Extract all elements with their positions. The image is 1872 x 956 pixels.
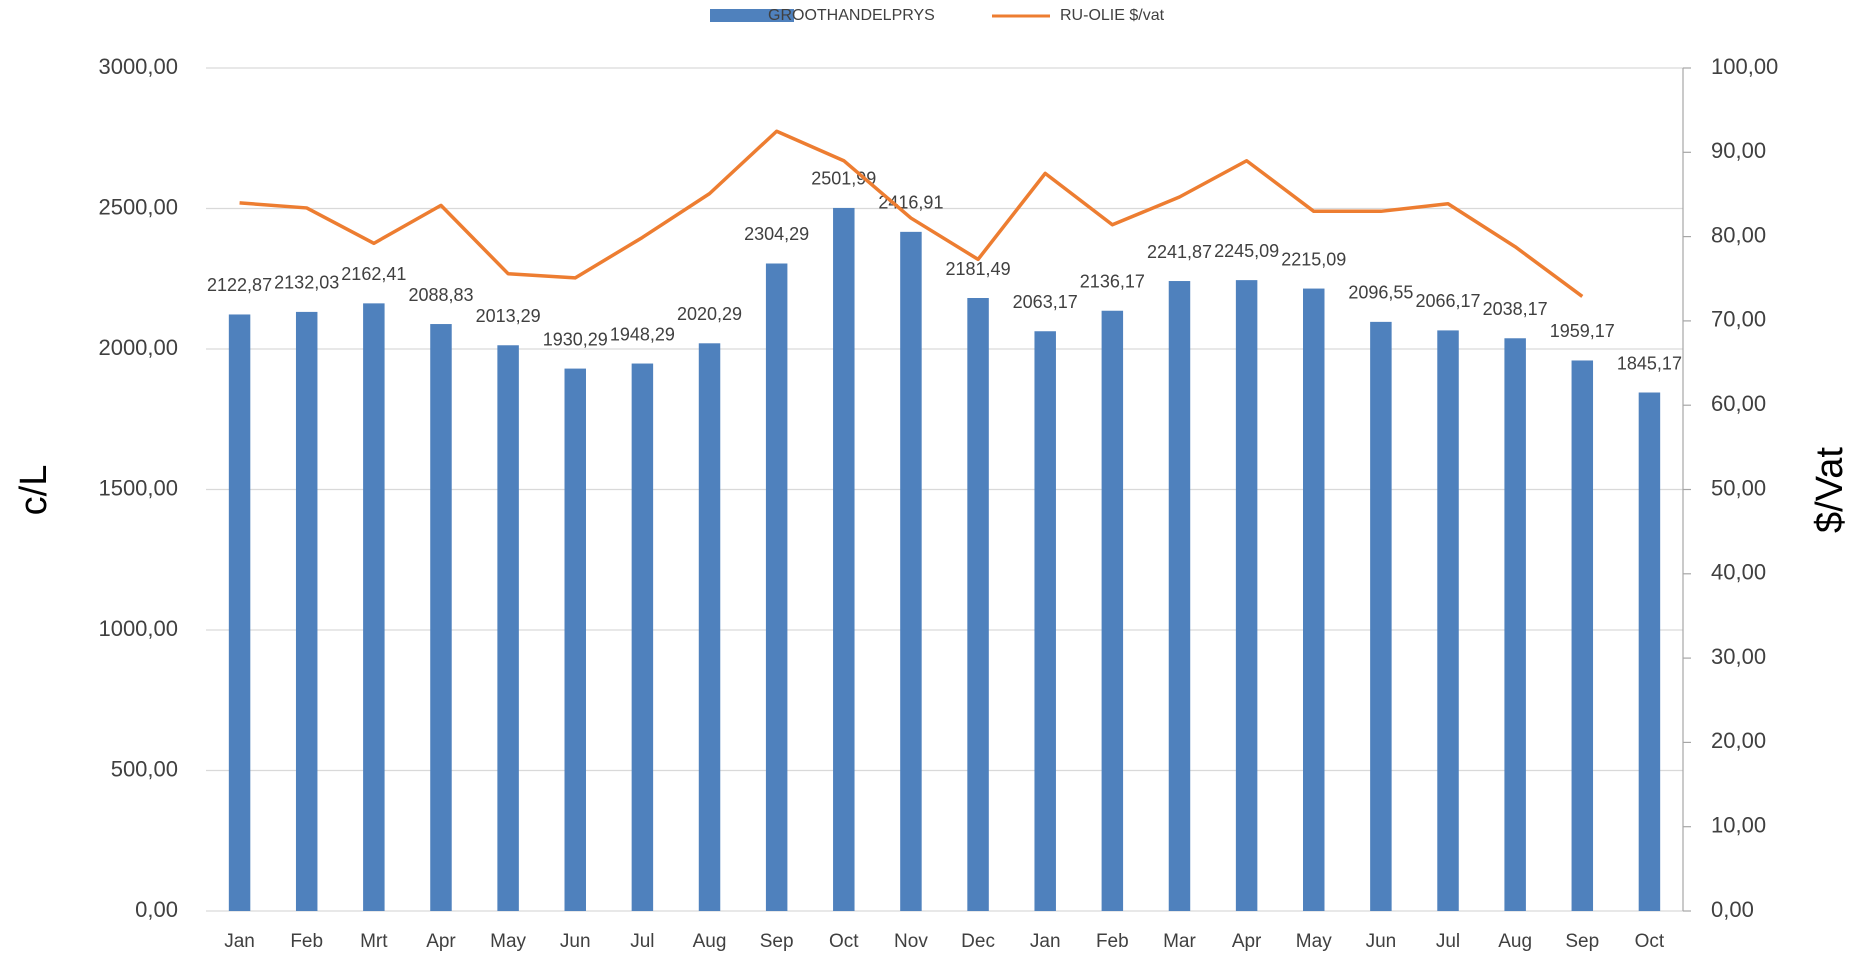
- data-label: 1930,29: [543, 329, 608, 349]
- bar: [1437, 330, 1459, 911]
- x-tick-label: Jul: [630, 931, 654, 952]
- x-tick-label: Jun: [1366, 931, 1397, 952]
- y-axis-title: c/L: [13, 465, 55, 516]
- y-tick-label: 2000,00: [98, 335, 178, 360]
- x-tick-label: Aug: [693, 931, 727, 952]
- data-label: 2063,17: [1013, 292, 1078, 312]
- data-label: 2162,41: [341, 264, 406, 284]
- y2-tick-label: 90,00: [1711, 138, 1766, 163]
- line: [239, 129, 1584, 298]
- y-tick-label: 500,00: [111, 756, 178, 781]
- data-label: 2416,91: [878, 193, 943, 213]
- x-tick-label: May: [490, 931, 526, 952]
- data-label: 1845,17: [1617, 353, 1682, 373]
- bar: [295, 311, 318, 912]
- bar: [497, 345, 519, 911]
- bar: [1370, 321, 1392, 911]
- x-tick-label: May: [1296, 931, 1332, 952]
- bar: [228, 314, 251, 912]
- data-label: 2122,87: [207, 275, 272, 295]
- data-label: 2088,83: [408, 285, 473, 305]
- bar: [1034, 331, 1056, 911]
- x-tick-label: Jan: [224, 931, 255, 952]
- y2-tick-label: 20,00: [1711, 728, 1766, 753]
- x-tick-label: Oct: [1635, 931, 1665, 952]
- data-label: 1948,29: [610, 324, 675, 344]
- y2-tick-label: 100,00: [1711, 54, 1778, 79]
- bar: [564, 368, 586, 911]
- bar: [900, 231, 922, 912]
- x-tick-label: Mrt: [360, 931, 388, 952]
- x-tick-label: Jul: [1436, 931, 1460, 952]
- bar: [1303, 288, 1325, 912]
- x-tick-label: Mar: [1163, 931, 1196, 952]
- bar: [430, 324, 452, 911]
- x-tick-label: Nov: [894, 931, 928, 952]
- bar: [698, 343, 721, 911]
- x-tick-label: Apr: [1232, 931, 1262, 952]
- y-tick-label: 0,00: [135, 897, 178, 922]
- data-label: 2304,29: [744, 224, 809, 244]
- x-tick-label: Feb: [290, 931, 323, 952]
- legend-swatch: [710, 9, 794, 22]
- data-label: 2245,09: [1214, 241, 1279, 261]
- x-tick-label: Sep: [1565, 931, 1599, 952]
- y2-tick-label: 10,00: [1711, 813, 1766, 838]
- legend-label: RU-OLIE $/vat: [1060, 7, 1165, 24]
- data-label: 2215,09: [1281, 249, 1346, 269]
- bar: [1571, 360, 1594, 911]
- data-label: 2132,03: [274, 273, 339, 293]
- x-tick-label: Jan: [1030, 931, 1061, 952]
- y2-tick-label: 70,00: [1711, 307, 1766, 332]
- y-tick-label: 2500,00: [98, 194, 178, 219]
- data-label: 2013,29: [476, 306, 541, 326]
- y-tick-label: 1500,00: [98, 475, 178, 500]
- x-tick-label: Aug: [1498, 931, 1532, 952]
- bar: [967, 298, 989, 911]
- bar: [1504, 338, 1526, 911]
- bar: [631, 363, 654, 911]
- data-label: 1959,17: [1550, 321, 1615, 341]
- x-tick-label: Oct: [829, 931, 859, 952]
- bar: [1638, 392, 1661, 912]
- y2-tick-label: 50,00: [1711, 475, 1766, 500]
- bar: [765, 263, 788, 911]
- data-label: 2136,17: [1080, 271, 1145, 291]
- data-label: 2038,17: [1483, 299, 1548, 319]
- x-tick-label: Dec: [961, 931, 995, 952]
- y2-tick-label: 40,00: [1711, 560, 1766, 585]
- y-tick-label: 1000,00: [98, 616, 178, 641]
- x-tick-label: Sep: [760, 931, 794, 952]
- bar: [1235, 280, 1258, 911]
- y2-tick-label: 60,00: [1711, 391, 1766, 416]
- y2-axis-title: $/Vat: [1809, 447, 1851, 533]
- bar: [1101, 310, 1124, 912]
- x-tick-label: Feb: [1096, 931, 1129, 952]
- bar: [363, 303, 385, 911]
- data-label: 2181,49: [946, 259, 1011, 279]
- bar: [1168, 281, 1191, 911]
- data-label: 2020,29: [677, 304, 742, 324]
- y2-tick-label: 0,00: [1711, 897, 1754, 922]
- data-label: 2066,17: [1415, 291, 1480, 311]
- x-tick-label: Jun: [560, 931, 591, 952]
- bar: [833, 207, 855, 912]
- data-label: 2096,55: [1348, 283, 1413, 303]
- y-tick-label: 3000,00: [98, 54, 178, 79]
- data-label: 2241,87: [1147, 242, 1212, 262]
- y2-tick-label: 30,00: [1711, 644, 1766, 669]
- y2-tick-label: 80,00: [1711, 222, 1766, 247]
- legend-label: GROOTHANDELPRYS: [768, 7, 935, 24]
- x-tick-label: Apr: [426, 931, 456, 952]
